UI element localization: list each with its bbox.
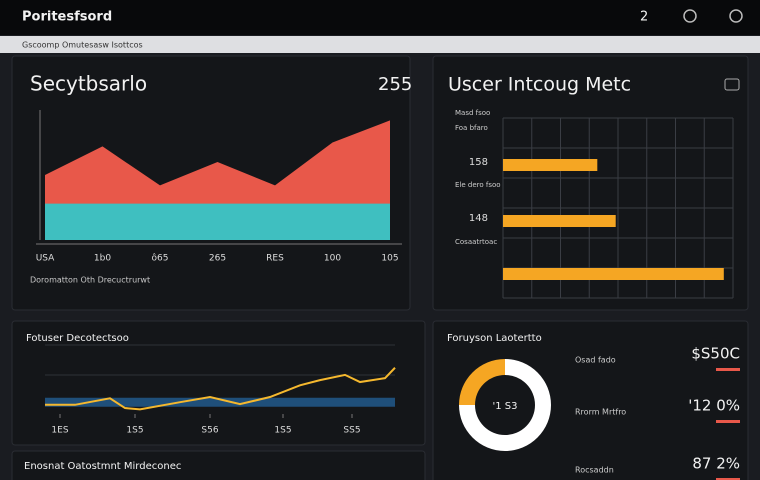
y-tick-label: 158 (469, 157, 488, 168)
sub-bar (0, 36, 760, 53)
notification-badge[interactable]: 2 (640, 10, 648, 25)
line (45, 367, 396, 411)
x-tick-label: 265 (209, 254, 226, 264)
x-tick-label: S56 (201, 426, 218, 436)
settings-icon[interactable] (683, 9, 697, 23)
y-tick-label: 148 (469, 213, 488, 224)
x-tick-label: 1S5 (274, 426, 291, 436)
stat-label: Rrorm Mrtfro (575, 408, 626, 417)
area (45, 203, 390, 240)
x-tick-label: ô65 (152, 253, 169, 264)
panel-value: 255 (378, 74, 412, 95)
user-icon[interactable] (729, 9, 743, 23)
panel-title: Secytbsarlo (30, 72, 147, 96)
stat-value: 87 2% (692, 455, 740, 473)
panel (432, 55, 749, 311)
row-note: Foa bfaro (455, 124, 488, 132)
panel (11, 320, 426, 446)
x-tick-label: 100 (324, 254, 341, 264)
bar (503, 268, 724, 280)
row-note: Masd fsoo (455, 109, 490, 117)
panel-footer: Doromatton Oth Drecuctrurwt (30, 276, 150, 285)
x-tick-label: 1ES (51, 426, 68, 436)
stat-bar (716, 478, 740, 480)
panel-title: Fotuser Decotectsoo (26, 333, 129, 344)
bar (503, 159, 598, 171)
bar (503, 215, 616, 227)
row-note: Cosaatrtoac (455, 238, 497, 246)
row-note: Ele dero fsoo (455, 181, 501, 189)
donut-slice (459, 359, 551, 451)
stat-value: '12 0% (688, 397, 740, 415)
x-tick-label: 1b0 (94, 254, 111, 264)
stat-value: $S50C (691, 345, 740, 363)
donut-slice (459, 359, 505, 405)
breadcrumb: Gscoomp Omutesasw Isottcos (22, 41, 143, 50)
x-tick-label: 105 (381, 254, 398, 264)
stat-bar (716, 420, 740, 423)
app-title: Poritesfsord (22, 10, 112, 25)
stat-bar (716, 368, 740, 371)
panel (11, 450, 426, 480)
top-bar (0, 0, 760, 35)
stat-label: Osad fado (575, 356, 616, 365)
x-tick-label: RES (266, 254, 284, 264)
x-tick-label: 1S5 (126, 426, 143, 436)
stat-label: Rocsaddn (575, 466, 614, 475)
panel-title: Enosnat Oatostmnt Mirdeconec (24, 461, 181, 472)
menu-icon[interactable] (724, 78, 740, 91)
panel-title: Uscer Intcoug Metc (448, 74, 631, 96)
x-tick-label: USA (36, 254, 55, 264)
donut-center-label: '1 S3 (493, 401, 518, 412)
x-tick-label: SS5 (343, 426, 360, 436)
panel-title: Foruyson Laotertto (447, 333, 542, 344)
